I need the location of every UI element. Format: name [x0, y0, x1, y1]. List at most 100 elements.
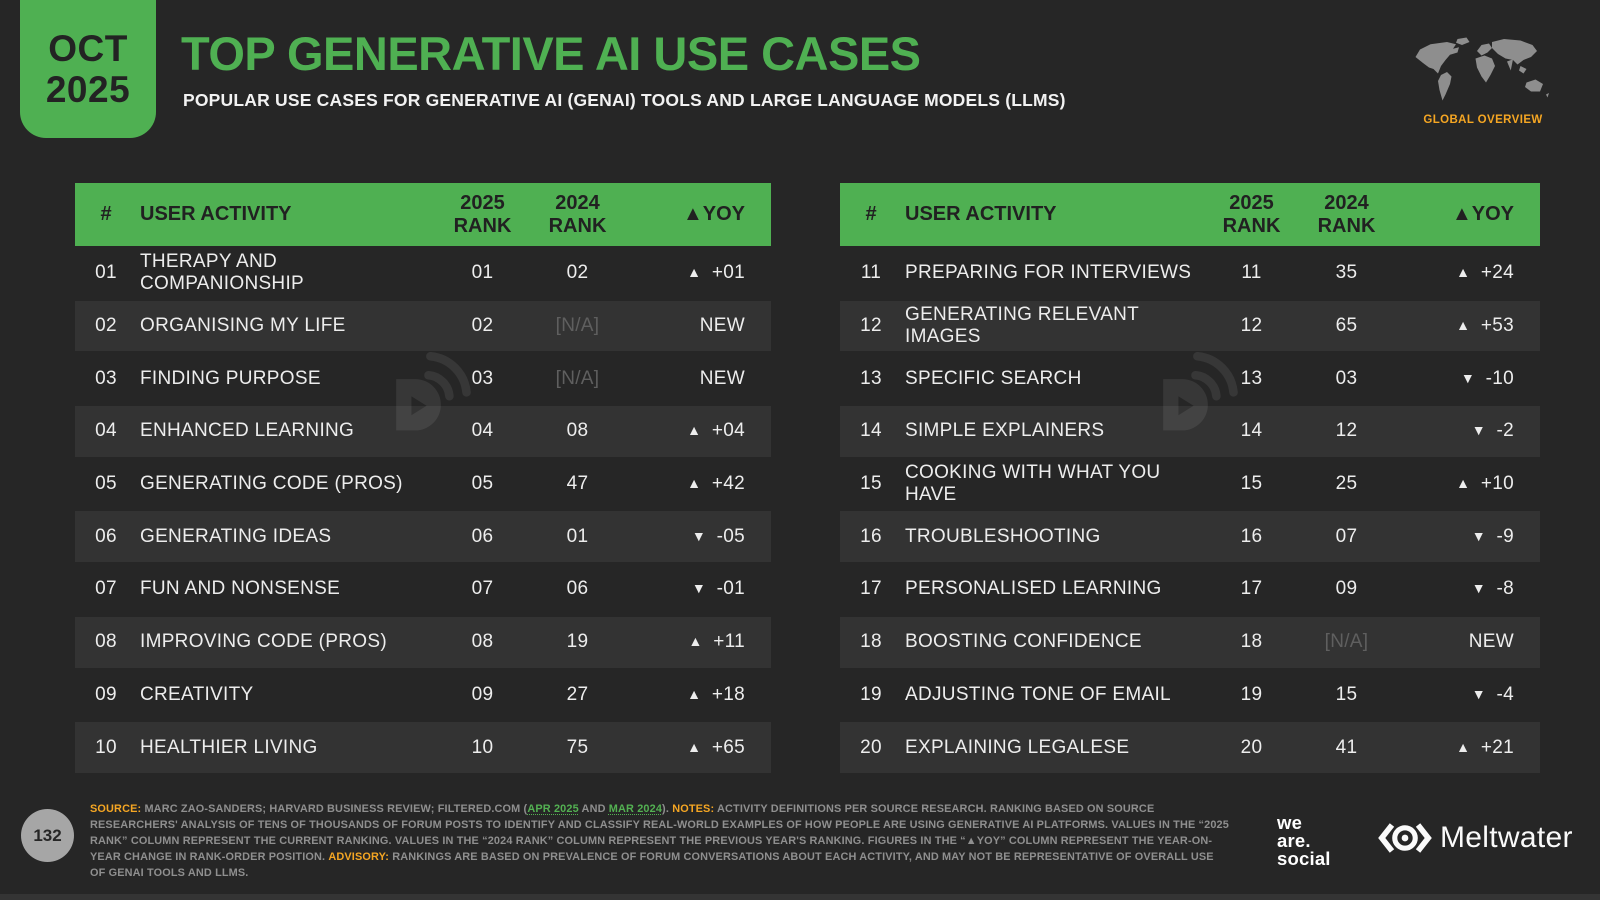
- down-triangle-icon: ▼: [1460, 369, 1476, 386]
- up-triangle-icon: ▲: [687, 422, 702, 439]
- yoy-change: ▼ -8: [1471, 578, 1514, 600]
- column-header: #: [865, 203, 877, 225]
- footnote-text: ADVISORY:: [328, 850, 390, 863]
- column-header: #: [100, 203, 112, 225]
- row-number: 08: [95, 631, 117, 653]
- footnote-text: AND: [578, 803, 609, 815]
- table-row: 02 ORGANISING MY LIFE 02 [N/A] NEW: [75, 300, 771, 352]
- rank-2025: 07: [471, 578, 494, 600]
- rank-2025: 20: [1240, 736, 1263, 758]
- row-number: 17: [860, 578, 882, 600]
- source-link[interactable]: MAR 2024: [608, 803, 663, 815]
- activity-label: ADJUSTING TONE OF EMAIL: [905, 683, 1171, 705]
- rank-2024: 15: [1335, 683, 1358, 705]
- rank-2025: 14: [1240, 420, 1263, 442]
- rank-2024: 75: [566, 736, 589, 758]
- row-number: 05: [95, 473, 117, 495]
- footnote-text: RANKINGS ARE BASED ON PREVALENCE OF FORU…: [90, 850, 1214, 879]
- yoy-change: ▲ +65: [687, 736, 745, 758]
- table-row: 13 SPECIFIC SEARCH 13 03 ▼ -10: [840, 353, 1540, 404]
- row-number: 03: [95, 367, 117, 389]
- row-number: 15: [860, 473, 882, 495]
- row-number: 16: [860, 525, 882, 547]
- rank-2024: 41: [1335, 736, 1358, 758]
- up-triangle-icon: ▲: [687, 264, 702, 281]
- page-number: 132: [33, 825, 62, 845]
- activity-label: TROUBLESHOOTING: [905, 525, 1101, 547]
- yoy-change: ▼ -01: [691, 578, 745, 600]
- yoy-change: NEW: [1468, 631, 1514, 653]
- activity-label: BOOSTING CONFIDENCE: [905, 631, 1142, 653]
- row-number: 06: [95, 525, 117, 547]
- down-triangle-icon: ▼: [691, 527, 707, 544]
- rank-2024: [N/A]: [555, 315, 600, 337]
- logo-text-line: social: [1277, 848, 1331, 869]
- table-row: 11 PREPARING FOR INTERVIEWS 11 35 ▲ +24: [840, 248, 1540, 299]
- up-triangle-icon: ▲: [1456, 738, 1471, 755]
- yoy-change: ▲ +04: [687, 420, 745, 442]
- rank-2025: 16: [1240, 525, 1263, 547]
- footnote-text: MARC ZAO-SANDERS; HARVARD BUSINESS REVIE…: [141, 803, 528, 815]
- rank-table-left: # USER ACTIVITY 2025 RANK 2024 RANK ▲YOY 01 T…: [75, 183, 771, 775]
- footnote-text: NOTES:: [672, 803, 715, 815]
- activity-label: ORGANISING MY LIFE: [140, 315, 346, 337]
- rank-2024: 09: [1335, 578, 1358, 600]
- footnote: SOURCE: MARC ZAO-SANDERS; HARVARD BUSINE…: [90, 802, 1230, 882]
- yoy-change: ▼ -2: [1471, 420, 1514, 442]
- column-header: 2024 RANK: [1317, 191, 1376, 237]
- activity-label: SIMPLE EXPLAINERS: [905, 420, 1105, 442]
- table-row: 01 THERAPY AND COMPANIONSHIP 01 02 ▲ +01: [75, 248, 771, 299]
- yoy-change: ▼ -10: [1460, 367, 1514, 389]
- rank-2025: 09: [471, 683, 494, 705]
- rank-2024: 12: [1335, 420, 1358, 442]
- down-triangle-icon: ▼: [1471, 527, 1486, 544]
- rank-2025: 13: [1240, 367, 1263, 389]
- table-row: 04 ENHANCED LEARNING 04 08 ▲ +04: [75, 406, 771, 457]
- rank-2024: 19: [566, 631, 589, 653]
- yoy-change: ▼ -9: [1471, 525, 1514, 547]
- up-triangle-icon: ▲: [687, 475, 702, 492]
- table-header: # USER ACTIVITY 2025 RANK 2024 RANK ▲YOY: [75, 183, 771, 246]
- yoy-change: ▲ +01: [687, 262, 745, 284]
- rank-2025: 08: [471, 631, 494, 653]
- table-row: 18 BOOSTING CONFIDENCE 18 [N/A] NEW: [840, 616, 1540, 668]
- rank-2024: 02: [566, 262, 589, 284]
- meltwater-logo: Meltwater: [1378, 820, 1573, 856]
- down-triangle-icon: ▼: [691, 580, 707, 597]
- activity-label: GENERATING RELEVANT IMAGES: [905, 304, 1139, 348]
- yoy-change: ▲ +10: [1456, 473, 1514, 495]
- footnote-text: ).: [662, 803, 673, 815]
- row-number: 18: [860, 631, 882, 653]
- column-header: 2024 RANK: [548, 191, 607, 237]
- activity-label: PREPARING FOR INTERVIEWS: [905, 262, 1192, 284]
- page-subtitle: POPULAR USE CASES FOR GENERATIVE AI (GEN…: [183, 90, 1066, 110]
- activity-label: THERAPY AND COMPANIONSHIP: [140, 251, 305, 295]
- yoy-change: ▲ +42: [687, 473, 745, 495]
- table-row: 20 EXPLAINING LEGALESE 20 41 ▲ +21: [840, 722, 1540, 773]
- rank-2025: 18: [1240, 631, 1263, 653]
- page-number-badge: 132: [21, 809, 74, 862]
- row-number: 12: [860, 315, 882, 337]
- logo-text-line: are.: [1277, 830, 1311, 851]
- row-number: 04: [95, 420, 117, 442]
- row-number: 01: [95, 262, 117, 284]
- date-badge-year: 2025: [45, 69, 131, 110]
- row-number: 10: [95, 736, 117, 758]
- column-header: ▲YOY: [1451, 203, 1514, 225]
- rank-2024: 27: [566, 683, 589, 705]
- rank-2025: 17: [1240, 578, 1263, 600]
- rank-2024: 35: [1335, 262, 1358, 284]
- yoy-change: ▼ -4: [1471, 683, 1514, 705]
- yoy-change: NEW: [699, 315, 745, 337]
- yoy-change: ▲ +18: [687, 683, 745, 705]
- rank-2025: 03: [471, 367, 494, 389]
- meltwater-wordmark: Meltwater: [1440, 821, 1573, 854]
- activity-label: FUN AND NONSENSE: [140, 578, 341, 600]
- table-row: 12 GENERATING RELEVANT IMAGES 12 65 ▲ +53: [840, 300, 1540, 352]
- date-badge-month: OCT: [48, 27, 128, 69]
- source-link[interactable]: APR 2025: [527, 803, 579, 815]
- rank-2025: 05: [471, 473, 494, 495]
- table-row: 07 FUN AND NONSENSE 07 06 ▼ -01: [75, 564, 771, 615]
- rank-2025: 11: [1241, 262, 1262, 284]
- rank-2024: [N/A]: [555, 367, 600, 389]
